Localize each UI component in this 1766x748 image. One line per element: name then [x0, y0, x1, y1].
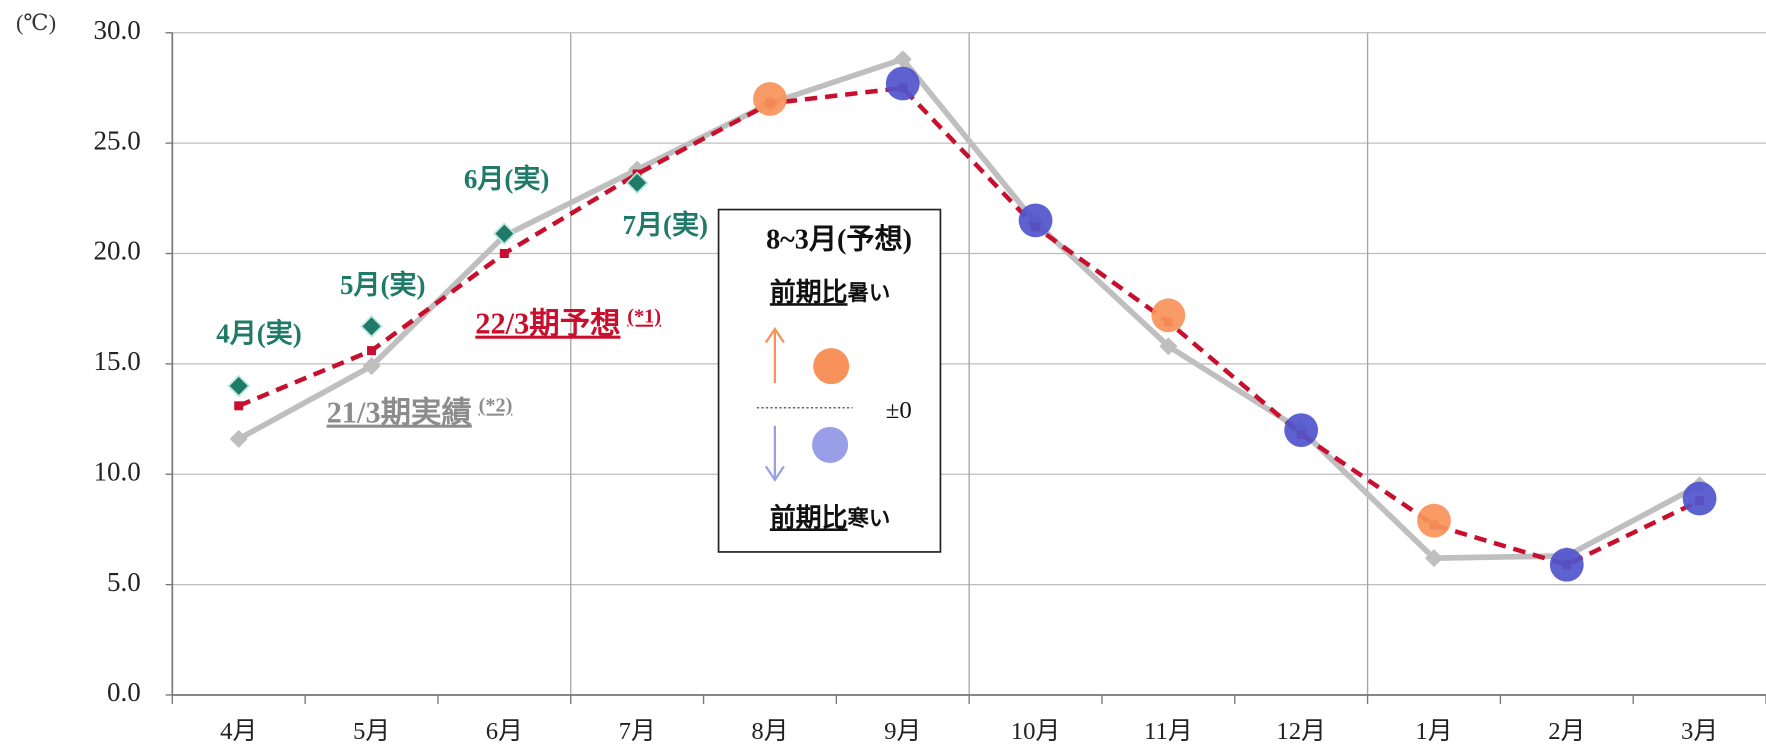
- actual-marker: [360, 315, 383, 338]
- x-tick-label: 1月: [1415, 718, 1452, 745]
- x-tick-label: 2月: [1548, 718, 1585, 745]
- forecast-marker: [1549, 547, 1584, 582]
- y-tick-label: 0.0: [107, 677, 141, 707]
- actual-label: 4月(実): [216, 318, 302, 349]
- series-name: 22/3期予想: [475, 307, 620, 341]
- arrow-up-head: [764, 326, 785, 344]
- forecast-marker: [1682, 481, 1717, 516]
- forecast-marker: [1018, 203, 1053, 238]
- point-marker: [234, 401, 244, 411]
- forecast-marker: [1151, 298, 1186, 333]
- forecast-marker: [885, 66, 920, 101]
- y-tick-label: 30.0: [94, 15, 141, 45]
- y-tick-label: 10.0: [94, 456, 141, 486]
- forecast-marker: [753, 82, 787, 116]
- legend-prefix: 前期比: [770, 502, 848, 532]
- actual-label: 5月(実): [340, 269, 426, 300]
- x-tick-label: 10月: [1011, 718, 1061, 745]
- legend-title: 8~3月(予想): [766, 224, 912, 256]
- actual-label: 7月(実): [623, 209, 709, 240]
- y-tick-label: 15.0: [94, 346, 141, 376]
- y-tick-label: 25.0: [94, 125, 141, 155]
- series-label: 21/3期実績 (*2): [327, 394, 513, 429]
- x-tick-label: 6月: [486, 718, 523, 745]
- series-line: [237, 56, 1701, 561]
- x-tick-label: 5月: [353, 718, 390, 745]
- series-note: (*1): [627, 305, 661, 327]
- x-tick-label: 4月: [220, 718, 257, 745]
- legend-text: 暑い: [848, 281, 891, 305]
- forecast-marker: [1284, 413, 1319, 447]
- legend-prefix: 前期比: [770, 277, 848, 307]
- series-note: (*2): [479, 394, 513, 416]
- legend-text: 寒い: [848, 505, 891, 530]
- legend-zero: ±0: [886, 397, 912, 424]
- y-tick-label: 5.0: [107, 567, 141, 597]
- actual-marker: [493, 222, 516, 245]
- y-tick-label: 20.0: [94, 236, 141, 266]
- unit-label: (℃): [16, 10, 56, 35]
- point-marker: [499, 248, 509, 258]
- series-line: [237, 85, 1701, 567]
- x-tick-label: 11月: [1144, 718, 1193, 745]
- actual-label: 6月(実): [464, 163, 550, 194]
- legend-warm-marker: [813, 348, 850, 385]
- point-marker: [362, 357, 381, 376]
- actual-marker: [227, 374, 251, 398]
- legend-label: 前期比寒い: [770, 502, 890, 532]
- actual-marker: [625, 171, 649, 195]
- x-tick-label: 8月: [751, 718, 788, 745]
- series-label: 22/3期予想 (*1): [475, 305, 661, 340]
- forecast-marker: [1417, 503, 1451, 538]
- x-tick-label: 7月: [619, 718, 656, 745]
- x-tick-label: 3月: [1681, 718, 1718, 745]
- point-marker: [893, 50, 912, 69]
- series-name: 21/3期実績: [327, 396, 473, 430]
- x-tick-label: 9月: [884, 718, 921, 745]
- point-marker: [367, 346, 377, 356]
- legend-cold-marker: [812, 426, 849, 463]
- arrow-down-head: [764, 465, 785, 482]
- legend-label: 前期比暑い: [770, 277, 890, 307]
- x-tick-label: 12月: [1276, 718, 1326, 745]
- point-marker: [229, 429, 248, 448]
